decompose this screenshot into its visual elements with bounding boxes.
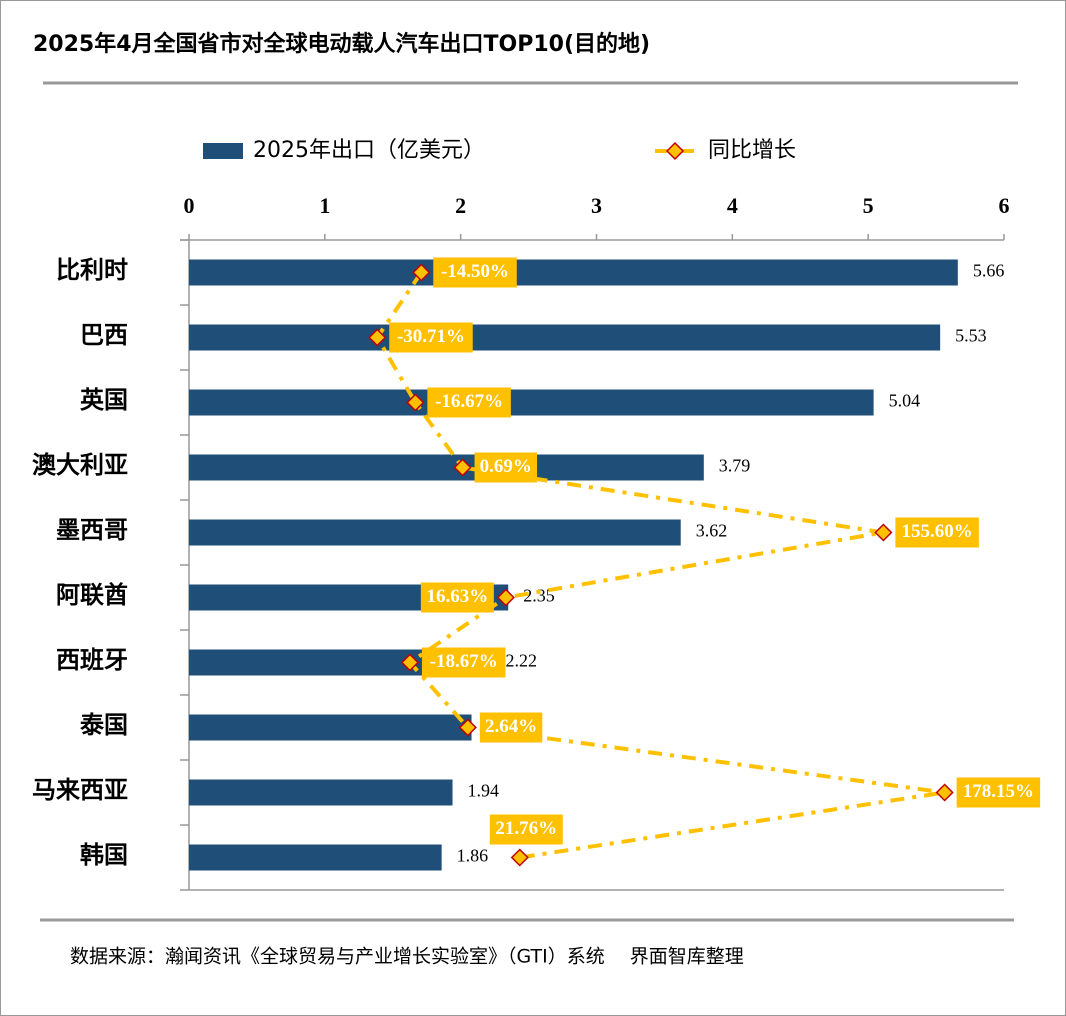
bar: [189, 519, 681, 546]
category-label: 巴西: [80, 323, 128, 349]
category-label: 阿联酋: [56, 581, 128, 609]
x-tick-label: 1: [319, 193, 330, 218]
growth-label: 0.69%: [480, 456, 532, 477]
bar: [189, 389, 874, 416]
source-note: 数据来源：瀚闻资讯《全球贸易与产业增长实验室》（GTI）系统 界面智库整理: [70, 946, 744, 968]
growth-marker: [400, 653, 420, 672]
value-label: 1.86: [457, 846, 489, 866]
growth-label: -14.50%: [441, 261, 509, 282]
value-label: 2.22: [506, 651, 538, 671]
value-label: 2.35: [523, 586, 555, 606]
x-tick-label: 4: [727, 193, 738, 218]
category-label: 韩国: [80, 842, 128, 869]
x-tick-label: 5: [863, 193, 874, 218]
value-label: 5.53: [955, 326, 987, 346]
growth-marker: [496, 588, 515, 607]
growth-marker: [510, 848, 529, 867]
bar: [189, 259, 958, 286]
growth-label: 16.63%: [426, 586, 488, 607]
growth-label-box: [474, 452, 538, 483]
legend-label: 同比增长: [708, 138, 796, 163]
category-label: 西班牙: [56, 647, 128, 674]
growth-marker: [412, 263, 431, 282]
legend-marker: [665, 141, 685, 161]
growth-line: [374, 271, 945, 860]
x-tick-label: 6: [999, 193, 1010, 218]
growth-marker: [368, 328, 387, 347]
value-label: 3.79: [719, 456, 751, 476]
growth-label-box: [427, 387, 511, 418]
growth-label: -30.71%: [397, 326, 465, 347]
legend-swatch: [203, 143, 243, 159]
category-label: 泰国: [80, 712, 128, 739]
value-label: 1.94: [468, 781, 500, 801]
growth-label-box: [433, 257, 517, 288]
growth-marker: [453, 458, 472, 477]
bar: [189, 844, 442, 871]
category-label: 英国: [80, 387, 128, 414]
growth-label-box: [489, 814, 563, 845]
value-label: 5.66: [973, 261, 1005, 281]
bar: [189, 324, 941, 351]
growth-marker: [874, 523, 893, 542]
growth-marker: [458, 718, 477, 737]
value-label: 5.04: [889, 391, 921, 411]
growth-label: -18.67%: [430, 651, 498, 672]
growth-label-box: [895, 517, 979, 548]
growth-label: -16.67%: [435, 391, 503, 412]
growth-marker: [406, 393, 425, 412]
category-label: 比利时: [56, 257, 128, 284]
category-label: 马来西亚: [32, 776, 128, 804]
category-label: 墨西哥: [56, 518, 128, 544]
bar: [189, 714, 472, 741]
x-tick-label: 3: [591, 193, 602, 218]
growth-label: 2.64%: [485, 716, 537, 737]
x-tick-label: 2: [455, 193, 466, 218]
growth-label-box: [389, 322, 473, 353]
value-label: 3.62: [696, 521, 728, 541]
growth-label: 21.76%: [495, 818, 557, 839]
bar: [189, 779, 453, 806]
bar: [189, 454, 704, 481]
growth-label-box: [956, 777, 1041, 808]
growth-label-box: [420, 582, 494, 613]
x-tick-label: 0: [184, 193, 195, 218]
category-label: 澳大利亚: [32, 452, 128, 479]
growth-label: 178.15%: [963, 781, 1034, 802]
growth-label-box: [421, 647, 506, 678]
growth-marker: [935, 783, 954, 802]
growth-label: 155.60%: [902, 521, 973, 542]
legend-label: 2025年出口（亿美元）: [253, 138, 485, 163]
chart-title: 2025年4月全国省市对全球电动载人汽车出口TOP10(目的地): [33, 31, 650, 57]
growth-label-box: [479, 712, 543, 743]
